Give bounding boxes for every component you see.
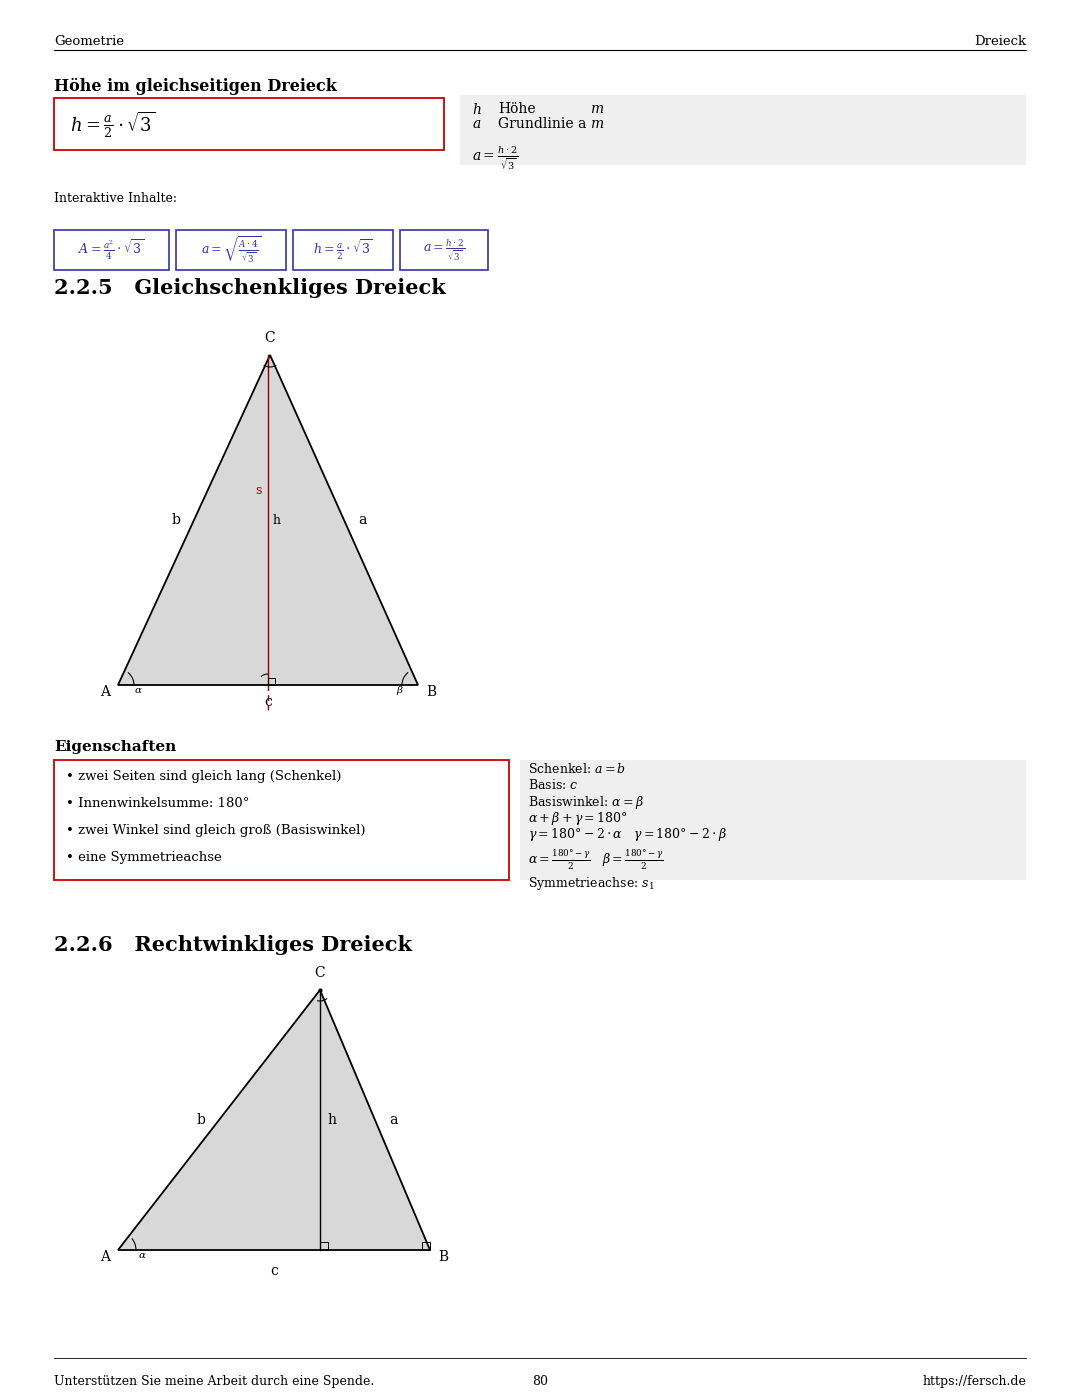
- FancyBboxPatch shape: [54, 231, 168, 270]
- Text: Dreieck: Dreieck: [974, 35, 1026, 47]
- Text: $h$: $h$: [472, 102, 482, 117]
- Text: s: s: [256, 483, 262, 496]
- Text: $a = \frac{h \cdot 2}{\sqrt{3}}$: $a = \frac{h \cdot 2}{\sqrt{3}}$: [472, 145, 518, 172]
- FancyBboxPatch shape: [293, 231, 393, 270]
- FancyBboxPatch shape: [54, 760, 509, 880]
- Text: A: A: [100, 1250, 110, 1264]
- Text: Geometrie: Geometrie: [54, 35, 124, 47]
- Text: a: a: [389, 1113, 397, 1127]
- Text: • eine Symmetrieachse: • eine Symmetrieachse: [66, 851, 221, 863]
- Text: C: C: [265, 331, 275, 345]
- Text: 2.2.5   Gleichschenkliges Dreieck: 2.2.5 Gleichschenkliges Dreieck: [54, 278, 446, 298]
- Text: 80: 80: [532, 1375, 548, 1389]
- Text: h: h: [273, 514, 281, 527]
- Text: B: B: [438, 1250, 448, 1264]
- Text: $A = \frac{a^2}{4} \cdot \sqrt{3}$: $A = \frac{a^2}{4} \cdot \sqrt{3}$: [79, 237, 145, 263]
- Text: h: h: [327, 1113, 336, 1127]
- Text: 2.2.6   Rechtwinkliges Dreieck: 2.2.6 Rechtwinkliges Dreieck: [54, 935, 411, 956]
- Text: Grundlinie a: Grundlinie a: [498, 117, 586, 131]
- Text: Höhe: Höhe: [498, 102, 536, 116]
- Text: https://fersch.de: https://fersch.de: [922, 1375, 1026, 1389]
- FancyBboxPatch shape: [176, 231, 286, 270]
- Text: Interaktive Inhalte:: Interaktive Inhalte:: [54, 191, 177, 205]
- Text: • zwei Seiten sind gleich lang (Schenkel): • zwei Seiten sind gleich lang (Schenkel…: [66, 770, 341, 782]
- Polygon shape: [118, 990, 430, 1250]
- Text: c: c: [265, 694, 272, 710]
- Text: $a$: $a$: [472, 117, 482, 131]
- Text: a: a: [357, 513, 366, 527]
- Text: Unterstützen Sie meine Arbeit durch eine Spende.: Unterstützen Sie meine Arbeit durch eine…: [54, 1375, 375, 1389]
- Text: $h = \frac{a}{2} \cdot \sqrt{3}$: $h = \frac{a}{2} \cdot \sqrt{3}$: [70, 109, 156, 140]
- Text: A: A: [100, 685, 110, 698]
- Text: b: b: [197, 1113, 205, 1127]
- Text: Eigenschaften: Eigenschaften: [54, 740, 176, 754]
- Text: Höhe im gleichseitigen Dreieck: Höhe im gleichseitigen Dreieck: [54, 78, 337, 95]
- Text: c: c: [270, 1264, 278, 1278]
- Text: • Innenwinkelsumme: 180°: • Innenwinkelsumme: 180°: [66, 798, 249, 810]
- Text: $\gamma = 180° - 2 \cdot \alpha \quad \gamma = 180° - 2 \cdot \beta$: $\gamma = 180° - 2 \cdot \alpha \quad \g…: [528, 826, 727, 842]
- Text: Basis: $c$: Basis: $c$: [528, 778, 579, 792]
- FancyBboxPatch shape: [519, 760, 1026, 880]
- Text: $m$: $m$: [590, 117, 604, 131]
- Text: C: C: [314, 965, 325, 981]
- Text: Schenkel: $a = b$: Schenkel: $a = b$: [528, 761, 626, 775]
- Text: Basiswinkel: $\alpha = \beta$: Basiswinkel: $\alpha = \beta$: [528, 793, 644, 812]
- FancyBboxPatch shape: [54, 98, 444, 149]
- Text: Symmetrieachse: $s_1$: Symmetrieachse: $s_1$: [528, 875, 654, 893]
- Text: $h = \frac{a}{2} \cdot \sqrt{3}$: $h = \frac{a}{2} \cdot \sqrt{3}$: [313, 237, 373, 263]
- Text: $m$: $m$: [590, 102, 604, 116]
- Text: b: b: [171, 513, 180, 527]
- Text: $a = \sqrt{\frac{A \cdot 4}{\sqrt{3}}}$: $a = \sqrt{\frac{A \cdot 4}{\sqrt{3}}}$: [201, 235, 261, 265]
- Text: • zwei Winkel sind gleich groß (Basiswinkel): • zwei Winkel sind gleich groß (Basiswin…: [66, 824, 365, 837]
- Text: $\beta$: $\beta$: [396, 685, 404, 697]
- Text: $a = \frac{h \cdot 2}{\sqrt{3}}$: $a = \frac{h \cdot 2}{\sqrt{3}}$: [423, 237, 465, 263]
- Text: $\alpha = \frac{180° - \gamma}{2} \quad \beta = \frac{180° - \gamma}{2}$: $\alpha = \frac{180° - \gamma}{2} \quad …: [528, 848, 663, 872]
- Text: $\alpha$: $\alpha$: [138, 1250, 147, 1260]
- FancyBboxPatch shape: [460, 95, 1026, 165]
- FancyBboxPatch shape: [400, 231, 488, 270]
- Polygon shape: [118, 355, 418, 685]
- Text: $\alpha$: $\alpha$: [134, 686, 143, 694]
- Text: B: B: [426, 685, 436, 698]
- Text: $\alpha + \beta + \gamma = 180°$: $\alpha + \beta + \gamma = 180°$: [528, 810, 627, 827]
